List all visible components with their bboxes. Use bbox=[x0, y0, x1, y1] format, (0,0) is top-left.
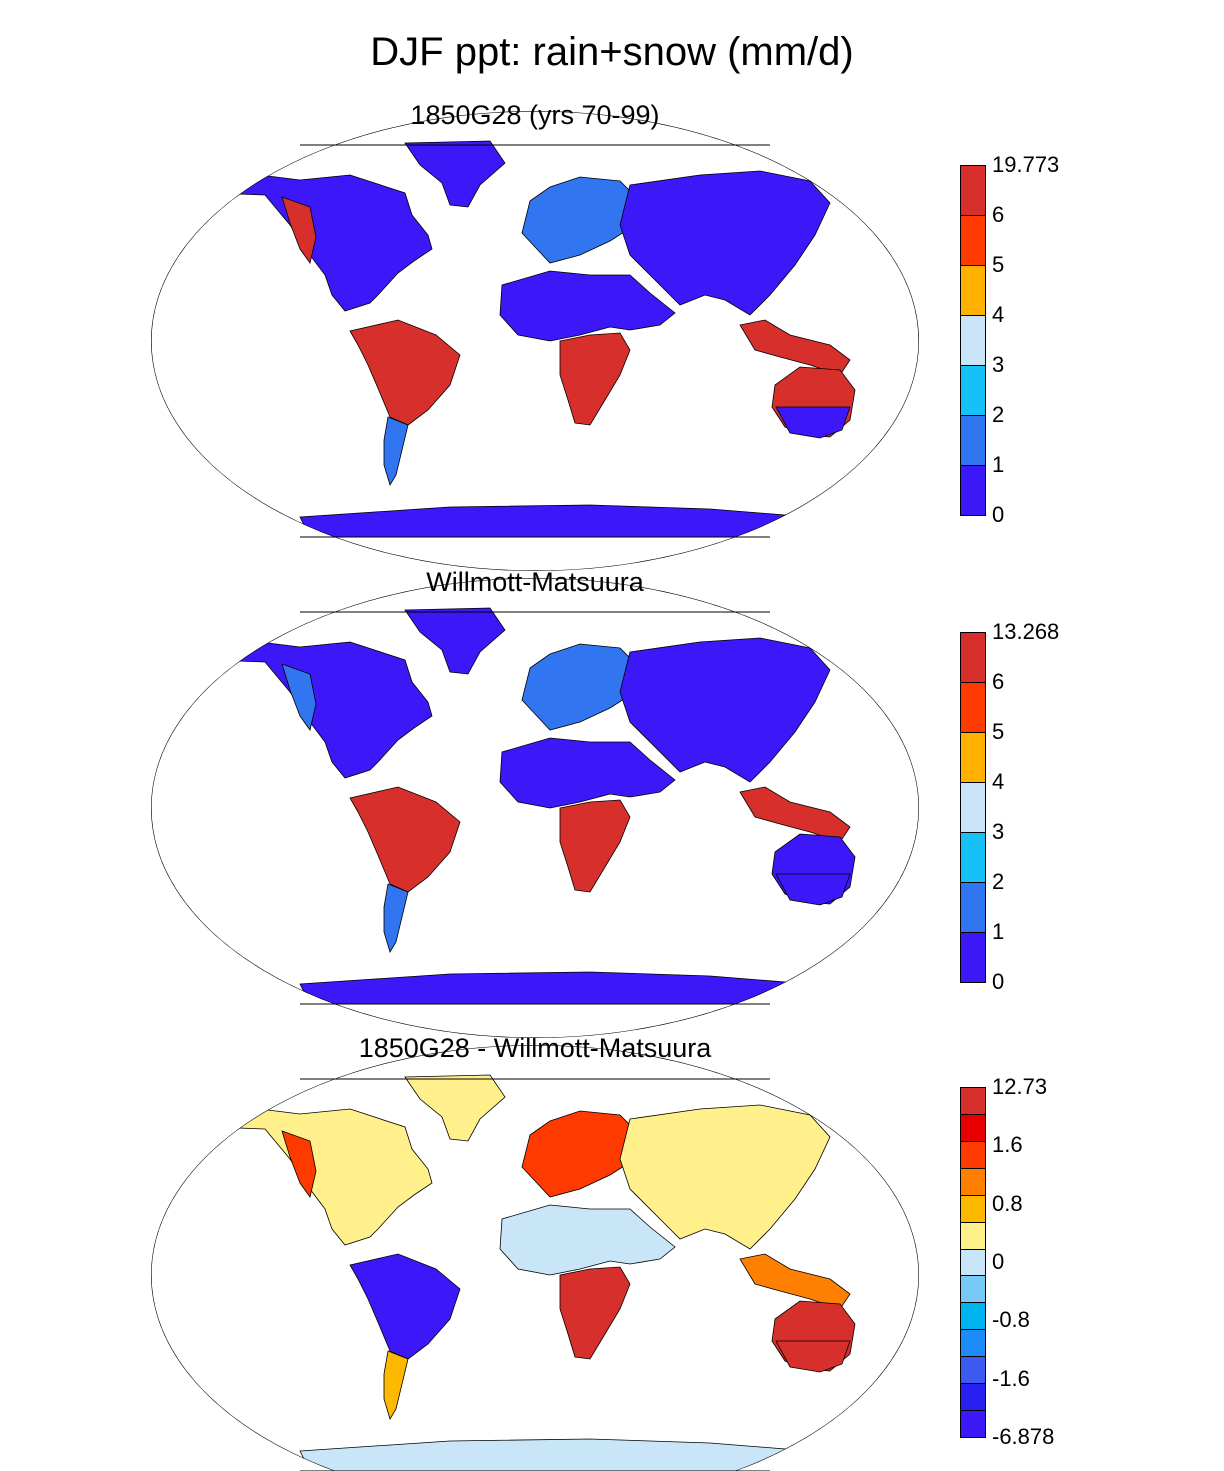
colorbar-label: 13.268 bbox=[992, 619, 1060, 644]
colorbar-swatch bbox=[960, 315, 986, 366]
panel-title: 1850G28 - Willmott-Matsuura bbox=[358, 1033, 712, 1063]
region-south-america-south bbox=[383, 416, 409, 486]
panel-title: Willmott-Matsuura bbox=[426, 567, 644, 597]
region-australia-south bbox=[775, 1340, 851, 1373]
colorbar-label: 1.6 bbox=[992, 1132, 1023, 1158]
colorbar: 12.73 1.6 0.8 0 -0.8 -1.6 -6.878 bbox=[960, 1074, 1100, 1467]
colorbar: 13.268 6 5 4 3 2 1 0 bbox=[960, 619, 1100, 1012]
region-nw-coast bbox=[281, 663, 317, 731]
colorbar-label: 1 bbox=[992, 452, 1005, 477]
colorbar-swatch bbox=[960, 1167, 986, 1196]
colorbar-swatch bbox=[960, 1329, 986, 1358]
colorbar-label: 19.773 bbox=[992, 152, 1060, 177]
figure-title: DJF ppt: rain+snow (mm/d) bbox=[370, 30, 854, 74]
colorbar-swatch bbox=[960, 932, 986, 983]
colorbar-label: 1 bbox=[992, 919, 1005, 944]
colorbar-swatch bbox=[960, 632, 986, 683]
colorbar-swatch bbox=[960, 682, 986, 733]
colorbar-label: 0 bbox=[992, 502, 1005, 527]
region-africa-north bbox=[499, 1204, 676, 1276]
colorbar-swatch bbox=[960, 1113, 986, 1142]
colorbar-label: 2 bbox=[992, 402, 1005, 427]
colorbar-swatch bbox=[960, 1087, 986, 1115]
colorbar-label: 4 bbox=[992, 302, 1005, 327]
colorbar-label: -6.878 bbox=[992, 1424, 1055, 1449]
region-africa-south bbox=[559, 332, 631, 426]
colorbar-swatch bbox=[960, 215, 986, 266]
region-south-america-south bbox=[383, 883, 409, 953]
colorbar-swatch bbox=[960, 732, 986, 783]
region-se-asia bbox=[739, 786, 851, 843]
colorbar-swatch bbox=[960, 1194, 986, 1223]
colorbar-swatch bbox=[960, 782, 986, 833]
colorbar-label: 4 bbox=[992, 769, 1005, 794]
region-africa-north bbox=[499, 737, 676, 809]
world-map bbox=[151, 578, 919, 1038]
region-europe-asia bbox=[619, 170, 831, 316]
colorbar-label: -0.8 bbox=[992, 1307, 1030, 1333]
colorbar-swatch bbox=[960, 415, 986, 466]
colorbar-label: 5 bbox=[992, 252, 1005, 277]
colorbar-label: 2 bbox=[992, 869, 1005, 894]
colorbar-label: 12.73 bbox=[992, 1074, 1048, 1099]
region-europe-asia bbox=[619, 637, 831, 783]
colorbar-label: 0.8 bbox=[992, 1190, 1023, 1216]
colorbar-swatch bbox=[960, 1221, 986, 1250]
region-nw-coast bbox=[281, 1130, 317, 1198]
region-greenland bbox=[404, 1074, 506, 1142]
colorbar-label: 6 bbox=[992, 669, 1005, 694]
region-south-america-south bbox=[383, 1350, 409, 1420]
region-south-america-north bbox=[349, 1253, 461, 1360]
colorbar-swatch bbox=[960, 1356, 986, 1385]
colorbar-label: 0 bbox=[992, 969, 1005, 994]
region-australia-south bbox=[775, 406, 851, 439]
region-se-asia bbox=[739, 319, 851, 376]
region-greenland bbox=[404, 140, 506, 208]
colorbar-swatch bbox=[960, 1275, 986, 1304]
colorbar-label: 3 bbox=[992, 819, 1005, 844]
region-nw-coast bbox=[281, 196, 317, 264]
colorbar-swatch bbox=[960, 1140, 986, 1169]
region-south-america-north bbox=[349, 786, 461, 893]
colorbar-swatch bbox=[960, 1248, 986, 1277]
region-europe-asia bbox=[619, 1104, 831, 1250]
region-africa-south bbox=[559, 799, 631, 893]
panel-title: 1850G28 (yrs 70-99) bbox=[410, 100, 660, 130]
world-map bbox=[151, 1045, 919, 1471]
colorbar: 19.773 6 5 4 3 2 1 0 bbox=[960, 152, 1100, 545]
region-antarctica bbox=[299, 1438, 811, 1471]
region-south-america-north bbox=[349, 319, 461, 426]
world-map bbox=[151, 111, 919, 571]
colorbar-label: 5 bbox=[992, 719, 1005, 744]
region-greenland bbox=[404, 607, 506, 675]
region-australia-south bbox=[775, 873, 851, 906]
region-africa-north bbox=[499, 270, 676, 342]
colorbar-swatch bbox=[960, 365, 986, 416]
region-africa-south bbox=[559, 1266, 631, 1360]
colorbar-swatch bbox=[960, 265, 986, 316]
colorbar-swatch bbox=[960, 1302, 986, 1331]
colorbar-swatch bbox=[960, 465, 986, 516]
colorbar-label: 0 bbox=[992, 1249, 1005, 1274]
colorbar-label: 3 bbox=[992, 352, 1005, 377]
colorbar-label: 6 bbox=[992, 202, 1005, 227]
colorbar-swatch bbox=[960, 1383, 986, 1412]
colorbar-swatch bbox=[960, 832, 986, 883]
colorbar-label: -1.6 bbox=[992, 1365, 1030, 1391]
colorbar-swatch bbox=[960, 882, 986, 933]
colorbar-swatch bbox=[960, 165, 986, 216]
region-se-asia bbox=[739, 1253, 851, 1310]
colorbar-swatch bbox=[960, 1410, 986, 1438]
